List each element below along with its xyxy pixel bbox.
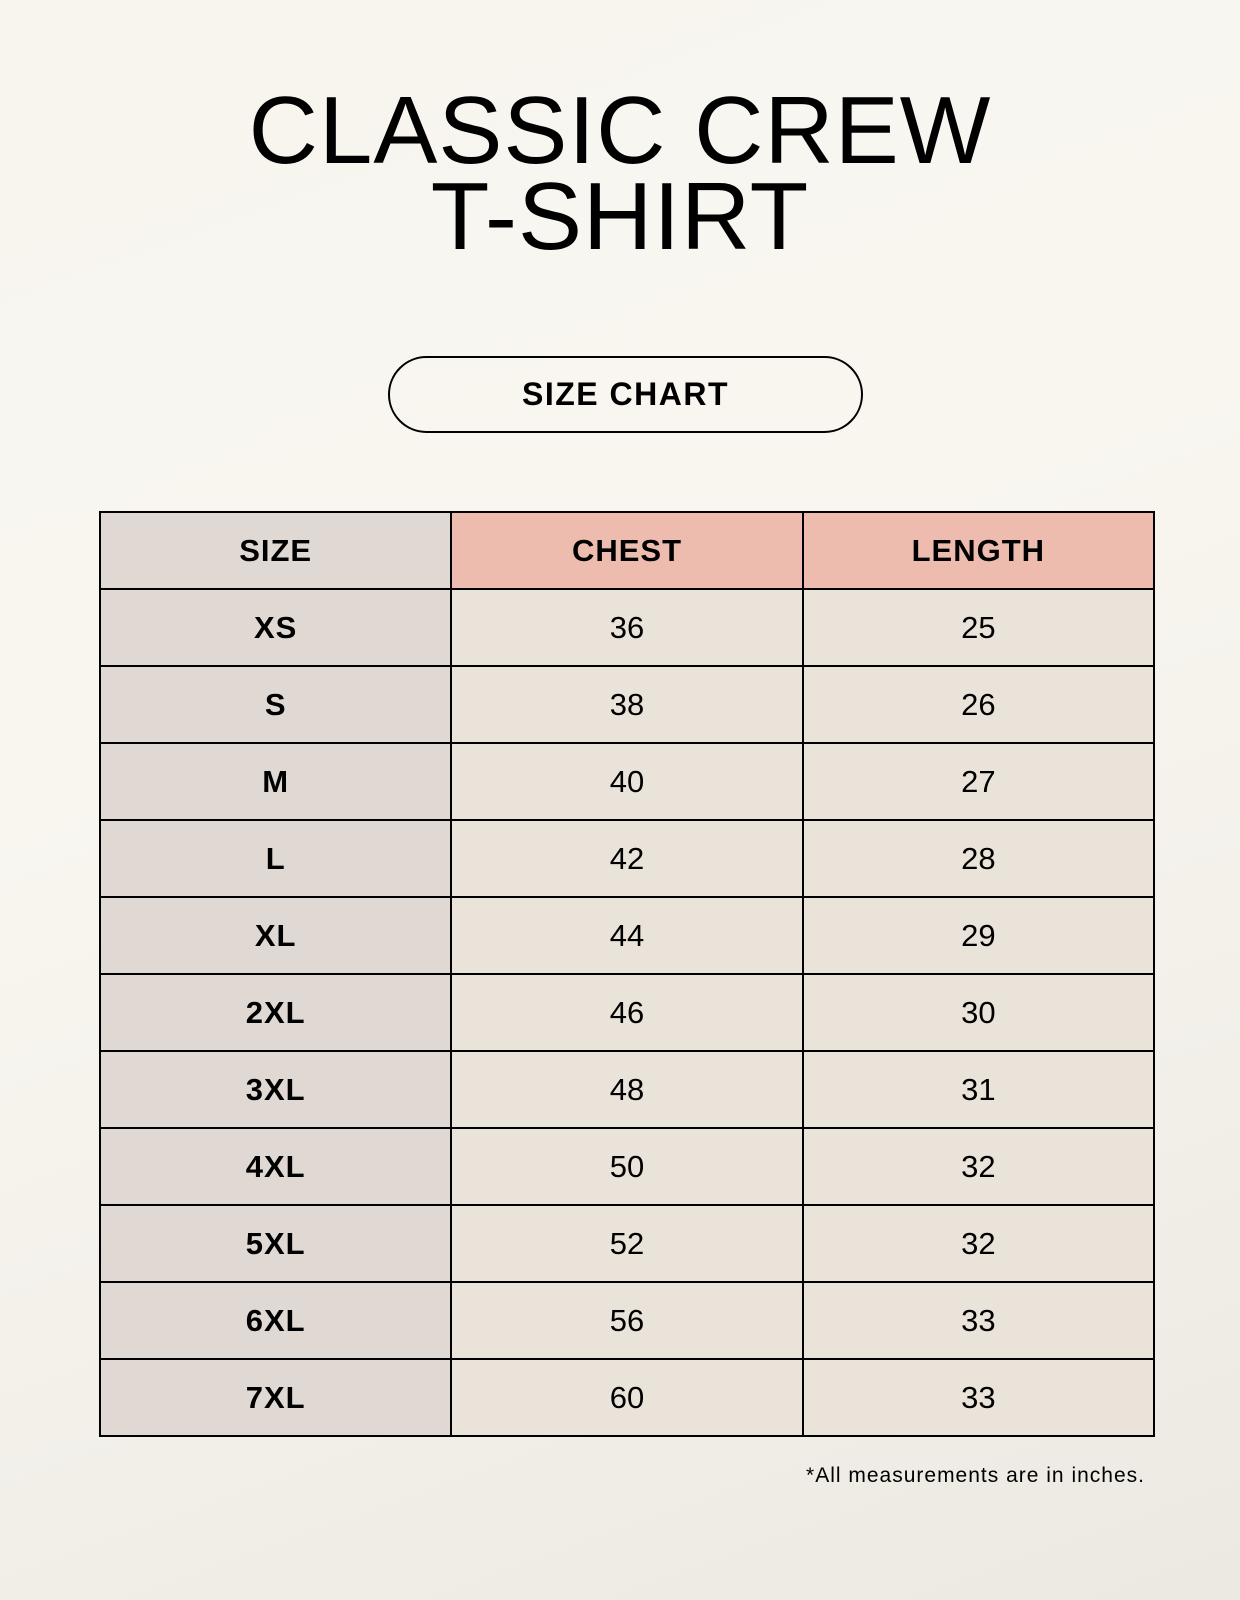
cell-length: 33 (801, 1358, 1156, 1437)
table-row: XS 36 25 (98, 588, 1156, 667)
cell-length: 28 (801, 819, 1156, 898)
table-row: 3XL 48 31 (98, 1050, 1156, 1129)
cell-length: 29 (801, 896, 1156, 975)
header-length: LENGTH (801, 511, 1156, 590)
table-row: 5XL 52 32 (98, 1204, 1156, 1283)
cell-size: 5XL (98, 1204, 453, 1283)
header-chest: CHEST (450, 511, 804, 590)
cell-chest: 38 (450, 665, 804, 744)
table-row: 6XL 56 33 (98, 1281, 1156, 1360)
cell-size: 2XL (98, 973, 453, 1052)
cell-size: 3XL (98, 1050, 453, 1129)
cell-length: 33 (801, 1281, 1156, 1360)
size-table: SIZE CHEST LENGTH XS 36 25 S 38 26 M 40 27 L 42 28 X… (98, 511, 1156, 1437)
cell-chest: 50 (450, 1127, 804, 1206)
cell-length: 31 (801, 1050, 1156, 1129)
cell-chest: 56 (450, 1281, 804, 1360)
table-header-row: SIZE CHEST LENGTH (98, 511, 1156, 590)
cell-chest: 52 (450, 1204, 804, 1283)
cell-size: XS (98, 588, 453, 667)
cell-chest: 42 (450, 819, 804, 898)
cell-length: 32 (801, 1127, 1156, 1206)
table-row: S 38 26 (98, 665, 1156, 744)
cell-chest: 40 (450, 742, 804, 821)
cell-size: 4XL (98, 1127, 453, 1206)
page-title: CLASSIC CREW T-SHIRT (0, 77, 1240, 270)
title-line-2: T-SHIRT (430, 163, 810, 270)
title-line-1: CLASSIC CREW (248, 77, 992, 184)
table-row: 2XL 46 30 (98, 973, 1156, 1052)
footnote: *All measurements are in inches. (806, 1464, 1145, 1487)
cell-size: M (98, 742, 453, 821)
cell-chest: 44 (450, 896, 804, 975)
table-row: XL 44 29 (98, 896, 1156, 975)
cell-length: 32 (801, 1204, 1156, 1283)
size-chart-badge: SIZE CHART (388, 356, 863, 433)
cell-length: 25 (801, 588, 1156, 667)
cell-chest: 48 (450, 1050, 804, 1129)
cell-length: 27 (801, 742, 1156, 821)
cell-chest: 46 (450, 973, 804, 1052)
table-row: 4XL 50 32 (98, 1127, 1156, 1206)
cell-size: XL (98, 896, 453, 975)
table-row: M 40 27 (98, 742, 1156, 821)
cell-size: 7XL (98, 1358, 453, 1437)
cell-size: S (98, 665, 453, 744)
table-row: 7XL 60 33 (98, 1358, 1156, 1437)
cell-chest: 60 (450, 1358, 804, 1437)
cell-length: 26 (801, 665, 1156, 744)
cell-chest: 36 (450, 588, 804, 667)
header-size: SIZE (98, 511, 453, 590)
table-row: L 42 28 (98, 819, 1156, 898)
cell-length: 30 (801, 973, 1156, 1052)
cell-size: L (98, 819, 453, 898)
cell-size: 6XL (98, 1281, 453, 1360)
